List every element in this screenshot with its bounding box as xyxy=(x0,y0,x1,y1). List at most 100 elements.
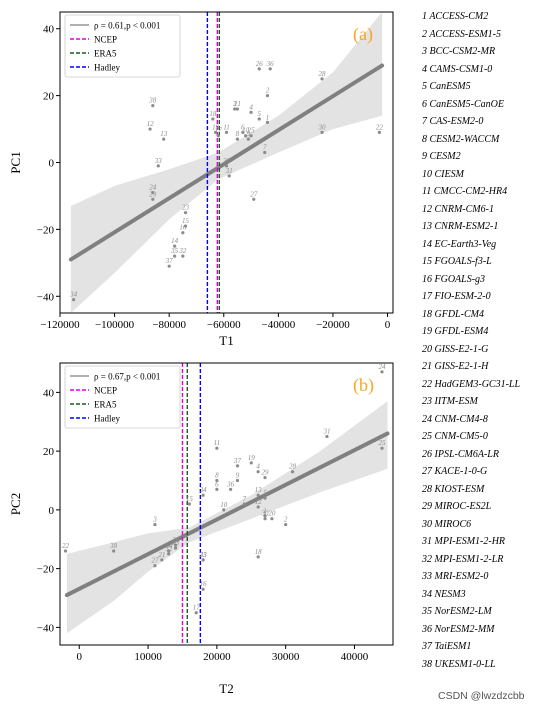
y-tick-label: −40 xyxy=(37,622,55,634)
data-point xyxy=(257,117,261,121)
point-label: 31 xyxy=(322,427,330,435)
point-label: 21 xyxy=(158,551,165,559)
data-point xyxy=(233,107,237,111)
point-label: 7 xyxy=(243,495,247,503)
regression-line xyxy=(68,63,385,262)
data-point xyxy=(270,517,274,521)
point-label: 16 xyxy=(200,580,208,588)
data-point xyxy=(227,174,231,178)
y-tick-label: 20 xyxy=(43,446,55,458)
data-point xyxy=(173,244,177,248)
data-point xyxy=(290,470,295,474)
point-label: 26 xyxy=(172,536,180,544)
data-point xyxy=(181,231,185,235)
point-label: 24 xyxy=(378,363,386,371)
x-tick-label: −80000 xyxy=(152,319,186,331)
point-label: 4 xyxy=(249,103,253,111)
data-point xyxy=(246,137,250,141)
x-tick-label: 40000 xyxy=(341,651,369,663)
data-point xyxy=(249,134,253,138)
data-point xyxy=(263,496,267,500)
data-point xyxy=(249,110,253,114)
legend-label: NCEP xyxy=(94,35,117,45)
data-point xyxy=(148,127,152,131)
model-list-item: 6 CanESM5-CanOE xyxy=(422,98,504,110)
data-point xyxy=(173,546,178,550)
y-tick-label: 40 xyxy=(43,387,55,399)
data-point xyxy=(320,130,324,134)
y-axis-label: PC1 xyxy=(8,151,23,173)
point-label: 33 xyxy=(154,157,163,165)
data-point xyxy=(380,370,384,374)
data-point xyxy=(263,150,267,155)
x-tick-label: −120000 xyxy=(40,319,80,331)
panel-label: (b) xyxy=(353,375,374,396)
model-list-item: 38 UKESM1-0-LL xyxy=(422,658,496,670)
data-point xyxy=(167,552,171,556)
y-tick-label: 0 xyxy=(49,158,55,170)
y-tick-label: 20 xyxy=(43,91,55,103)
model-list-item: 26 IPSL-CM6A-LR xyxy=(422,448,499,460)
data-point xyxy=(160,558,164,562)
point-label: 36 xyxy=(266,60,275,68)
data-point xyxy=(216,134,220,138)
data-point xyxy=(167,549,171,553)
model-list-item: 33 MRI-ESM2-0 xyxy=(422,571,489,582)
model-list-item: 22 HadGEM3-GC31-LL xyxy=(422,378,521,390)
point-label: 5 xyxy=(263,489,267,497)
point-label: 29 xyxy=(149,190,157,198)
y-axis-label: PC2 xyxy=(8,493,23,515)
data-point xyxy=(265,120,270,124)
model-list-item: 34 NESM3 xyxy=(422,588,466,600)
point-label: 19 xyxy=(248,454,256,462)
data-point xyxy=(284,522,288,527)
model-list-item: 21 GISS-E2-1-H xyxy=(422,361,489,372)
point-label: 18 xyxy=(255,548,263,556)
point-label: 16 xyxy=(179,224,187,232)
watermark: CSDN @lwzdzcbb xyxy=(438,690,525,702)
model-list-item: 2 ACCESS-ESM1-5 xyxy=(422,28,501,40)
point-label: 26 xyxy=(256,60,264,68)
confidence-band xyxy=(66,401,388,634)
data-point xyxy=(151,104,155,108)
legend-label: Hadley xyxy=(94,414,120,424)
data-point xyxy=(215,487,219,491)
point-label: 32 xyxy=(178,247,187,255)
model-list-item: 35 NorESM2-LM xyxy=(422,606,492,617)
plot-frame xyxy=(59,362,394,646)
data-point xyxy=(241,130,245,134)
model-list-item: 4 CAMS-CSM1-0 xyxy=(422,63,493,75)
data-point xyxy=(263,517,267,521)
point-label: 4 xyxy=(256,463,260,471)
point-label: 3 xyxy=(232,100,237,108)
data-point xyxy=(242,502,246,506)
point-label: 35 xyxy=(170,247,179,255)
point-label: 34 xyxy=(69,291,78,299)
data-point xyxy=(173,254,177,258)
x-tick-label: 10000 xyxy=(134,651,162,663)
data-point xyxy=(213,130,218,134)
point-label: 30 xyxy=(318,123,327,131)
point-label: 8 xyxy=(215,472,219,480)
data-point xyxy=(224,164,229,168)
point-label: 30 xyxy=(261,510,270,518)
point-label: 23 xyxy=(182,204,190,212)
point-label: 37 xyxy=(165,257,174,265)
point-label: 38 xyxy=(148,97,157,105)
model-list-item: 19 GFDL-ESM4 xyxy=(422,326,489,337)
point-label: 2 xyxy=(266,87,270,95)
legend-label: Hadley xyxy=(94,63,120,73)
point-label: 15 xyxy=(182,217,190,225)
point-label: 17 xyxy=(193,604,201,612)
point-label: 5 xyxy=(258,110,262,118)
model-list-item: 10 CIESM xyxy=(422,168,464,180)
model-list-item: 28 KIOST-ESM xyxy=(422,483,485,495)
point-label: 8 xyxy=(236,130,240,138)
data-point xyxy=(256,470,260,474)
point-label: 38 xyxy=(109,542,118,550)
data-point xyxy=(181,254,185,258)
legend-box xyxy=(64,365,181,429)
model-list-item: 23 IITM-ESM xyxy=(422,396,478,407)
